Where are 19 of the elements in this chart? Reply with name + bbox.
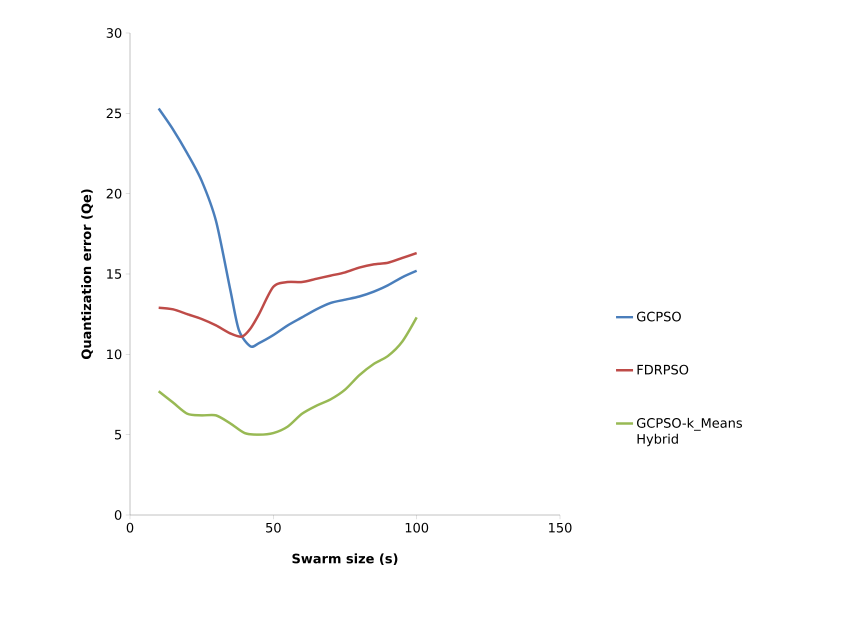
y-tick-label: 10 [107,349,122,360]
y-tick-label: 15 [107,269,122,279]
x-tick-label: 50 [266,522,281,533]
y-tick-label: 20 [106,188,122,199]
y-tick-label: 5 [114,430,122,440]
y-tick-label: 30 [106,28,122,38]
legend-label: FDRPSO [638,364,688,375]
line-series [157,107,418,348]
x-tick-label: 100 [406,522,428,533]
x-tick-label: 0 [126,522,134,533]
y-axis-title: Quantization error (Qe) [81,189,93,360]
legend-label: GCPSO-k_Means Hybrid [637,418,742,446]
y-tick-label: 0 [114,510,122,520]
y-tick-label: 25 [106,108,122,118]
x-axis-title: Swarm size (s) [292,553,398,565]
x-tick-label: 150 [549,522,572,533]
legend-label: GCPSO [637,312,681,322]
line-series [157,316,418,436]
line-series [157,252,418,338]
